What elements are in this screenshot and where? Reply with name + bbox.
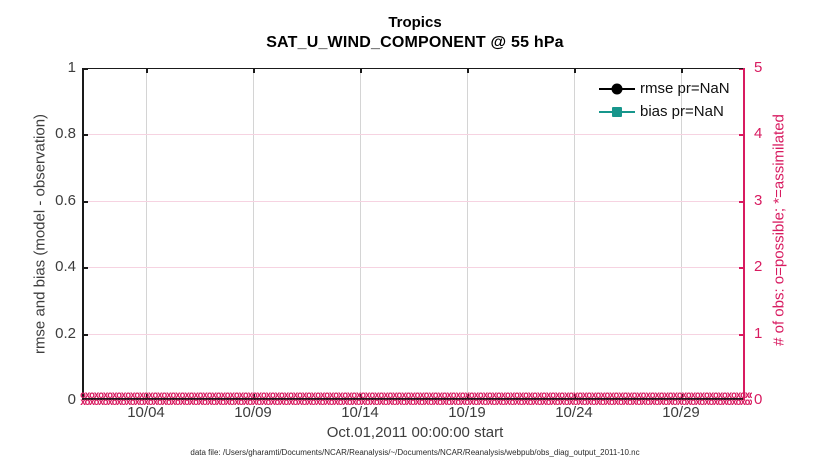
x-tick-mark bbox=[146, 394, 148, 400]
left-tick-label: 0 bbox=[67, 391, 76, 408]
plot-border-bottom bbox=[82, 398, 745, 400]
left-tick-label: 0.8 bbox=[55, 125, 76, 142]
vertical-gridline bbox=[574, 68, 575, 400]
x-tick-mark bbox=[467, 394, 469, 400]
legend-entry: rmse pr=NaN bbox=[599, 77, 730, 100]
right-tick-label: 0 bbox=[754, 391, 763, 408]
vertical-gridline bbox=[360, 68, 361, 400]
legend: rmse pr=NaN bias pr=NaN bbox=[599, 77, 730, 123]
x-tick-mark-top bbox=[146, 68, 148, 73]
x-tick-mark bbox=[574, 394, 576, 400]
horizontal-gridline bbox=[82, 334, 745, 335]
left-tick-mark bbox=[82, 267, 88, 269]
vertical-gridline bbox=[146, 68, 147, 400]
left-tick-mark bbox=[82, 201, 88, 203]
legend-entry-label: rmse pr=NaN bbox=[640, 80, 730, 97]
left-axis-label: rmse and bias (model - observation) bbox=[31, 113, 49, 355]
rmse-line-circle-icon bbox=[599, 83, 635, 95]
right-tick-mark bbox=[739, 134, 745, 136]
plot-border-left bbox=[82, 68, 84, 400]
chart-subtitle: SAT_U_WIND_COMPONENT @ 55 hPa bbox=[266, 34, 564, 51]
right-axis-label: # of obs: o=possible; *=assimilated bbox=[770, 114, 788, 346]
x-tick-mark bbox=[360, 394, 362, 400]
plot-border-right bbox=[743, 68, 745, 400]
vertical-gridline bbox=[253, 68, 254, 400]
data-file-path: data file: /Users/gharamti/Documents/NCA… bbox=[190, 448, 640, 457]
plot-border-top bbox=[82, 68, 745, 69]
legend-entry-label: bias pr=NaN bbox=[640, 103, 724, 120]
x-tick-label: 10/09 bbox=[234, 404, 272, 421]
right-tick-mark bbox=[739, 334, 745, 336]
x-tick-mark bbox=[681, 394, 683, 400]
left-tick-label: 1 bbox=[67, 59, 76, 76]
vertical-gridline bbox=[681, 68, 682, 400]
bias-line-square-icon bbox=[599, 106, 635, 118]
right-tick-label: 1 bbox=[754, 325, 763, 342]
chart-title: Tropics bbox=[388, 14, 442, 31]
horizontal-gridline bbox=[82, 201, 745, 202]
x-tick-label: 10/24 bbox=[555, 404, 593, 421]
x-tick-mark-top bbox=[681, 68, 683, 73]
right-tick-label: 4 bbox=[754, 125, 763, 142]
left-tick-label: 0.6 bbox=[55, 192, 76, 209]
left-tick-label: 0.4 bbox=[55, 258, 76, 275]
left-tick-mark bbox=[82, 334, 88, 336]
left-tick-mark bbox=[82, 134, 88, 136]
x-tick-label: 10/14 bbox=[341, 404, 379, 421]
legend-entry: bias pr=NaN bbox=[599, 100, 730, 123]
x-axis-label: Oct.01,2011 00:00:00 start bbox=[326, 424, 504, 441]
vertical-gridline bbox=[467, 68, 468, 400]
x-tick-mark-top bbox=[253, 68, 255, 73]
horizontal-gridline bbox=[82, 267, 745, 268]
x-tick-mark bbox=[253, 394, 255, 400]
right-tick-label: 5 bbox=[754, 59, 763, 76]
x-tick-label: 10/04 bbox=[127, 404, 165, 421]
horizontal-gridline bbox=[82, 134, 745, 135]
x-tick-mark-top bbox=[360, 68, 362, 73]
x-tick-label: 10/19 bbox=[448, 404, 486, 421]
x-tick-mark-top bbox=[467, 68, 469, 73]
x-tick-label: 10/29 bbox=[662, 404, 700, 421]
right-tick-mark bbox=[739, 267, 745, 269]
square-marker-icon bbox=[612, 106, 622, 117]
right-tick-mark bbox=[739, 201, 745, 203]
left-tick-label: 0.2 bbox=[55, 325, 76, 342]
right-tick-label: 2 bbox=[754, 258, 763, 275]
circle-marker-icon bbox=[611, 83, 623, 94]
right-tick-label: 3 bbox=[754, 192, 763, 209]
x-tick-mark-top bbox=[574, 68, 576, 73]
